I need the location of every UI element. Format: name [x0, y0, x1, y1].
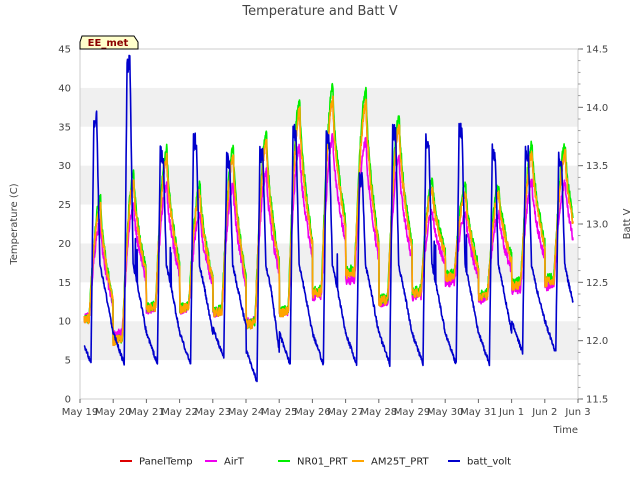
chart-title: Temperature and Batt V: [241, 4, 397, 19]
y-tick-label: 5: [65, 356, 71, 367]
legend-label: AirT: [224, 457, 245, 468]
y2-tick-label: 11.5: [586, 395, 608, 406]
series-line-batt-volt: [83, 54, 574, 383]
y-tick-label: 30: [58, 161, 71, 172]
grid-bands: [80, 87, 578, 361]
x-tick-label: May 27: [327, 407, 364, 418]
station-badge: EE_met: [79, 35, 139, 50]
y-tick-label: 45: [58, 45, 71, 56]
legend-label: batt_volt: [467, 457, 511, 468]
legend-label: PanelTemp: [139, 457, 193, 468]
station-badge-label: EE_met: [88, 38, 129, 49]
x-tick-label: May 21: [128, 407, 165, 418]
x-tick-label: May 19: [62, 407, 99, 418]
right-axis-ticks: 11.5 12.0 12.5 13.0 13.5 14.0 14.5: [578, 45, 608, 406]
legend: PanelTemp AirT NR01_PRT AM25T_PRT batt_volt: [120, 457, 511, 468]
y-tick-label: 15: [58, 278, 71, 289]
legend-label: AM25T_PRT: [371, 457, 430, 468]
y2-tick-label: 14.0: [586, 103, 608, 114]
x-tick-label: Jun 1: [498, 407, 524, 418]
x-tick-label: May 30: [427, 407, 464, 418]
y-tick-label: 25: [58, 200, 71, 211]
y-axis-label: Temperature (C): [9, 183, 20, 265]
y2-axis-label: Batt V: [622, 208, 633, 239]
x-tick-label: May 20: [95, 407, 132, 418]
y-tick-label: 10: [58, 317, 71, 328]
x-tick-label: May 26: [294, 407, 331, 418]
grid-band: [80, 243, 578, 283]
y-tick-label: 35: [58, 122, 71, 133]
x-tick-label: May 29: [394, 407, 431, 418]
x-axis-label: Time: [553, 425, 578, 436]
y-tick-label: 40: [58, 83, 71, 94]
grid-band: [80, 321, 578, 361]
series-lines: [83, 54, 574, 383]
x-tick-label: May 23: [195, 407, 232, 418]
x-tick-label: May 24: [228, 407, 265, 418]
y-tick-label: 20: [58, 239, 71, 250]
x-tick-label: May 22: [161, 407, 198, 418]
x-tick-label: May 25: [261, 407, 298, 418]
y2-tick-label: 12.0: [586, 336, 608, 347]
y2-tick-label: 14.5: [586, 45, 608, 56]
legend-label: NR01_PRT: [297, 457, 348, 468]
left-axis-ticks: 0 5 10 15 20 25 30 35 40 45: [58, 45, 71, 406]
y2-tick-label: 12.5: [586, 278, 608, 289]
y-tick-label: 0: [65, 395, 71, 406]
grid-band: [80, 165, 578, 205]
x-tick-label: May 28: [361, 407, 398, 418]
y2-tick-label: 13.0: [586, 220, 608, 231]
x-tick-label: May 31: [460, 407, 497, 418]
x-tick-label: Jun 2: [531, 407, 557, 418]
x-tick-label: Jun 3: [564, 407, 590, 418]
y2-tick-label: 13.5: [586, 161, 608, 172]
